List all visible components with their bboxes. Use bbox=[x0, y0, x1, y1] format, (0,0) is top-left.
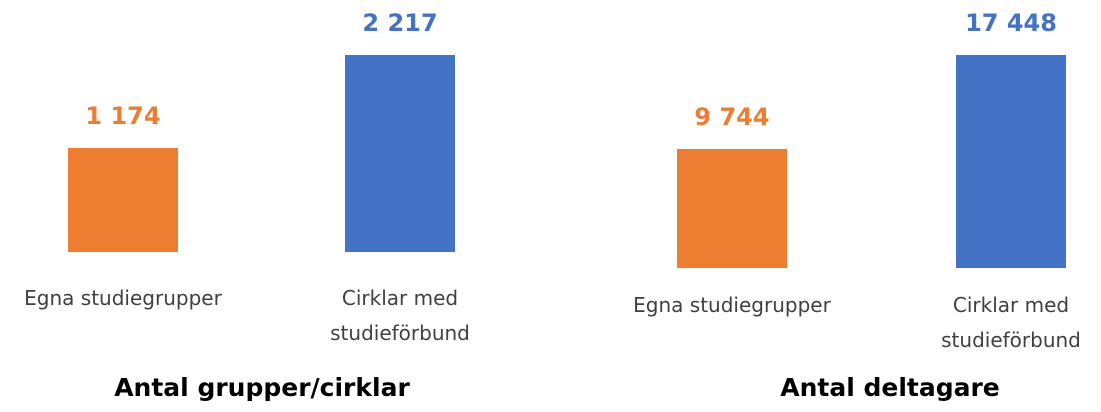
value-label: 1 174 bbox=[85, 101, 161, 130]
bar bbox=[345, 55, 455, 252]
value-label: 2 217 bbox=[362, 9, 438, 37]
category-label: Cirklar med studieförbund bbox=[330, 286, 470, 345]
bar bbox=[68, 147, 178, 252]
category-label: Egna studiegrupper bbox=[24, 286, 222, 310]
chart-title: Antal grupper/cirklar bbox=[114, 373, 410, 402]
value-label: 17 448 bbox=[965, 9, 1057, 37]
chart-title: Antal deltagare bbox=[780, 373, 1000, 402]
bar bbox=[956, 55, 1066, 268]
category-label: Egna studiegrupper bbox=[633, 293, 831, 317]
category-label: Cirklar med studieförbund bbox=[941, 293, 1081, 352]
bar bbox=[677, 149, 787, 268]
value-label: 9 744 bbox=[694, 103, 770, 132]
